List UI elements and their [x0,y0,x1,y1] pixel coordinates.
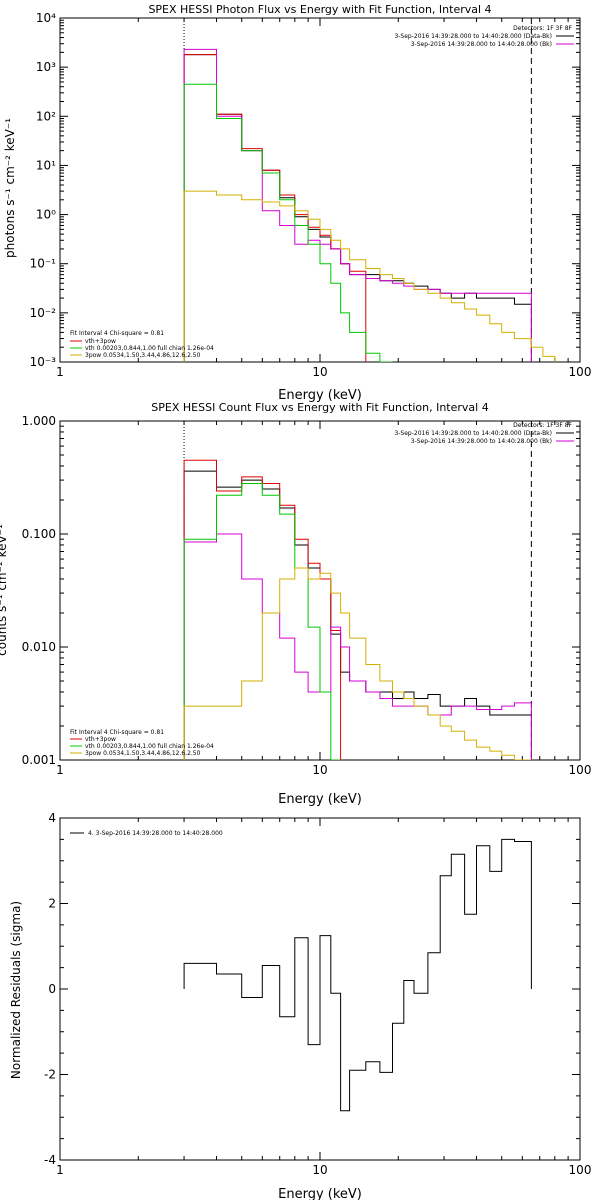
y-tick-label: 4 [48,811,56,825]
count-flux-fit-header: Fit Interval 4 Chi-square = 0.81 [70,729,164,736]
x-tick-label: 100 [569,365,592,379]
x-tick-label: 100 [569,763,592,777]
x-tick-label: 1 [56,763,64,777]
y-tick-label: 0 [48,982,56,996]
count-flux-xlabel: Energy (keV) [278,792,362,807]
y-tick-label: 10⁰ [36,208,56,222]
y-tick-label: 2 [48,897,56,911]
series-group [183,459,532,760]
x-tick-label: 10 [312,1163,327,1177]
y-tick-label: -4 [44,1153,56,1167]
count-flux-panel: SPEX HESSI Count Flux vs Energy with Fit… [0,401,591,807]
series-group [183,838,532,1112]
x-tick-label: 1 [56,365,64,379]
photon-flux-fit-entry-vth: vth 0.00203,0.844,1.00 full chian 1.26e-… [85,345,214,352]
photon-flux-legend-entry-data-bk: 3-Sep-2016 14:39:28.000 to 14:40:28.000 … [394,33,552,40]
x-tick-label: 1 [56,1163,64,1177]
residuals-ylabel: Normalized Residuals (sigma) [9,901,23,1079]
count-flux-plot-area: 1 10 100 0.001 0.010 0.100 1.000 [22,414,592,777]
count-flux-ylabel: counts s⁻¹ cm⁻² keV⁻¹ [0,524,9,656]
y-tick-label: 10⁻³ [30,355,57,369]
y-tick-label: 10¹ [36,158,56,172]
y-tick-label: 10³ [36,60,56,74]
count-flux-fit-entry-3pow: 3pow 0.0534,1.50,3.44,4.86,12.6,2.50 [85,750,201,757]
count-flux-fit-entry-total: vth+3pow [85,736,116,743]
photon-flux-title: SPEX HESSI Photon Flux vs Energy with Fi… [148,3,491,16]
x-tick-label: 10 [312,365,327,379]
count-flux-legend-entry-bk: 3-Sep-2016 14:39:28.000 to 14:40:28.000 … [411,438,552,445]
residuals-xlabel: Energy (keV) [278,1187,362,1200]
y-tick-label: -2 [44,1068,56,1082]
y-tick-label: 10⁻¹ [30,257,57,271]
residuals-panel: 1 10 100 -4 -2 0 2 4 Energy (keV) Normalized Re… [9,811,591,1200]
residuals-plot-area: 1 10 100 -4 -2 0 2 4 [44,811,591,1177]
series-line-bk [183,48,532,362]
count-flux-fit-entry-vth: vth 0.00203,0.844,1.00 full chian 1.26e-… [85,743,214,750]
photon-flux-legend-header: Detectors: 1F 3F 8F [513,25,572,32]
count-flux-legend-header: Detectors: 1F 3F 8F [513,422,572,429]
residuals-legend-entry: 4. 3-Sep-2016 14:39:28.000 to 14:40:28.0… [88,830,223,837]
series-line-vth [183,483,341,760]
photon-flux-xlabel: Energy (keV) [278,388,362,403]
photon-flux-fit-entry-3pow: 3pow 0.0534,1.50,3.44,4.86,12.6,2.50 [85,352,201,359]
series-line-3pow [183,190,556,362]
x-tick-label: 100 [569,1163,592,1177]
y-tick-label: 0.001 [22,753,56,767]
x-tick-label: 10 [312,763,327,777]
photon-flux-fit-header: Fit Interval 4 Chi-square = 0.81 [70,330,164,337]
photon-flux-legend-entry-bk: 3-Sep-2016 14:39:28.000 to 14:40:28.000 … [411,41,552,48]
y-tick-label: 1.000 [22,414,56,428]
y-tick-label: 0.100 [22,527,56,541]
series-group [183,48,556,362]
series-line-4 [183,838,532,1112]
photon-flux-panel: SPEX HESSI Photon Flux vs Energy with Fi… [3,3,591,403]
y-tick-label: 0.010 [22,640,56,654]
series-line-3pow [183,567,532,760]
y-tick-label: 10⁴ [36,11,56,25]
count-flux-legend-entry-data-bk: 3-Sep-2016 14:39:28.000 to 14:40:28.000 … [394,430,552,437]
count-flux-title: SPEX HESSI Count Flux vs Energy with Fit… [151,401,488,414]
photon-flux-ylabel: photons s⁻¹ cm⁻² keV⁻¹ [3,118,17,258]
series-line-vth [183,83,393,362]
photon-flux-plot-area: 1 10 100 10⁻³ 10⁻² 10⁻¹ 10⁰ 10¹ 10² 10³ 10⁴ [30,11,592,379]
y-tick-label: 10⁻² [30,306,57,320]
series-line-vth-3pow [183,459,342,760]
y-tick-label: 10² [36,109,56,123]
photon-flux-fit-entry-total: vth+3pow [85,338,116,345]
